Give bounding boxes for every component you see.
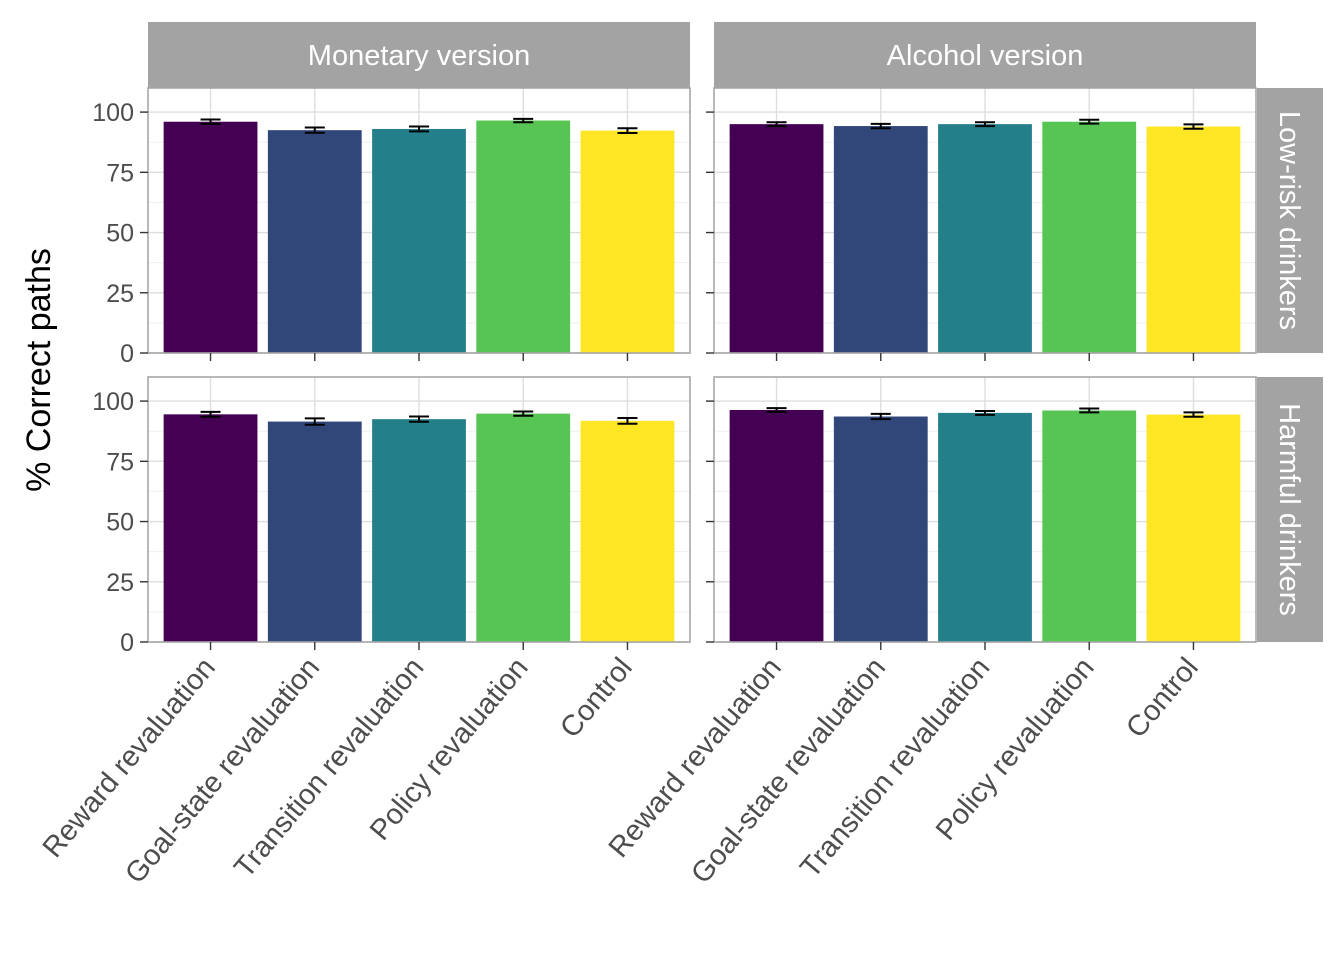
bar	[163, 121, 258, 354]
x-tick-label: Transition revaluation	[794, 652, 996, 884]
error-bar	[870, 412, 891, 421]
bar	[580, 130, 675, 353]
column-strip-label: Monetary version	[308, 40, 530, 72]
y-tick-label: 75	[106, 159, 134, 187]
panel	[713, 87, 1257, 354]
bar	[476, 120, 571, 353]
error-bar	[975, 409, 995, 416]
y-tick-label: 50	[106, 220, 134, 248]
y-tick-label: 50	[106, 509, 134, 537]
error-bar	[200, 118, 221, 125]
error-bar	[1079, 118, 1100, 125]
x-tick-label: Goal-state revaluation	[119, 652, 326, 890]
error-bar	[1079, 407, 1100, 414]
x-tick-label: Reward revaluation	[37, 652, 222, 864]
error-bar	[1183, 411, 1204, 418]
error-bar	[975, 121, 995, 128]
bar	[1146, 126, 1241, 353]
error-bar	[304, 417, 325, 426]
x-tick-label: Goal-state revaluation	[685, 652, 892, 890]
x-tick-label: Reward revaluation	[603, 652, 788, 864]
bar	[1042, 121, 1137, 354]
column-strip	[714, 22, 1256, 88]
row-strip-label: Harmful drinkers	[1273, 403, 1305, 616]
error-bar	[513, 410, 534, 417]
y-axis-title: % Correct paths	[20, 248, 58, 492]
error-bar	[617, 127, 638, 135]
bar	[372, 419, 466, 642]
panel	[147, 87, 691, 354]
panel	[713, 376, 1257, 643]
y-tick-label: 25	[106, 569, 134, 597]
error-bar	[409, 415, 429, 423]
bar	[1146, 414, 1241, 642]
bar	[580, 420, 675, 642]
bar	[267, 421, 362, 642]
y-tick-label: 0	[120, 340, 134, 368]
y-tick-label: 75	[106, 448, 134, 476]
error-bar	[409, 125, 429, 133]
y-tick-label: 0	[120, 629, 134, 657]
error-bar	[513, 117, 534, 124]
row-strip	[1257, 377, 1323, 642]
y-tick-label: 100	[92, 99, 134, 127]
bar	[729, 124, 824, 354]
error-bar	[304, 126, 325, 134]
y-tick-label: 25	[106, 280, 134, 308]
bar	[163, 414, 258, 642]
bar	[267, 130, 362, 353]
x-tick-label: Transition revaluation	[228, 652, 430, 884]
bar	[938, 412, 1032, 642]
error-bar	[200, 410, 221, 418]
bar	[1042, 410, 1137, 642]
panel	[147, 376, 691, 643]
row-strip-label: Low-risk drinkers	[1273, 111, 1305, 330]
error-bar	[766, 407, 787, 413]
bar	[938, 124, 1032, 354]
y-tick-label: 100	[92, 388, 134, 416]
bar	[833, 126, 928, 354]
column-strip	[148, 22, 690, 88]
error-bar	[766, 121, 787, 128]
error-bar	[617, 416, 638, 425]
bar	[729, 410, 824, 642]
x-tick-label: Control	[554, 652, 639, 744]
bar	[476, 413, 571, 642]
error-bar	[870, 122, 891, 130]
bar	[833, 416, 928, 642]
column-strip-label: Alcohol version	[887, 40, 1084, 72]
error-bar	[1183, 123, 1204, 130]
row-strip	[1257, 88, 1323, 353]
x-tick-label: Control	[1120, 652, 1205, 744]
bar	[372, 128, 466, 353]
